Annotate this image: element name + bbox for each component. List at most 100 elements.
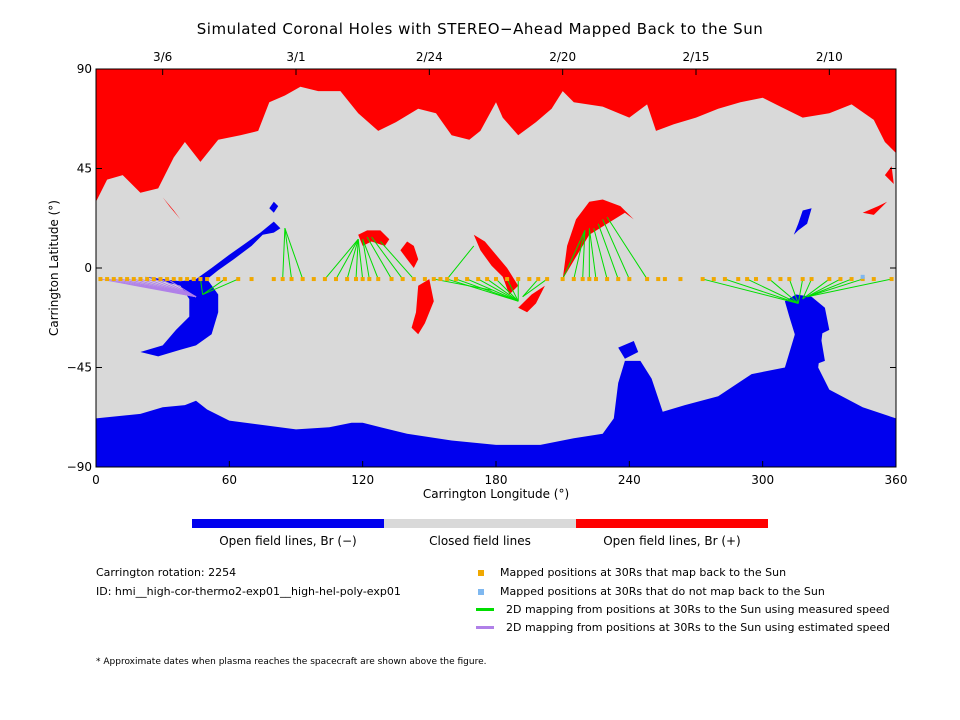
mapped-point bbox=[871, 277, 876, 282]
measured-mapping-line bbox=[597, 223, 619, 280]
x-tick-label: 300 bbox=[751, 473, 774, 487]
legend-unmapped: Mapped positions at 30Rs that do not map… bbox=[476, 585, 825, 598]
measured-mapping-line bbox=[495, 278, 519, 302]
measured-mapping-line bbox=[284, 228, 304, 280]
mapped-point bbox=[616, 277, 621, 282]
x-axis-label: Carrington Longitude (°) bbox=[423, 487, 569, 501]
mapped-point bbox=[445, 277, 450, 282]
mapped-point bbox=[560, 277, 565, 282]
mapped-point bbox=[236, 277, 241, 282]
mapped-point bbox=[787, 277, 792, 282]
measured-mapping-line bbox=[582, 230, 586, 280]
legend-mapped: Mapped positions at 30Rs that map back t… bbox=[476, 566, 786, 579]
mapped-point bbox=[745, 277, 750, 282]
measured-mapping-line bbox=[446, 245, 475, 280]
measured-mapping-line bbox=[806, 278, 863, 298]
y-tick-label: 0 bbox=[84, 261, 92, 275]
mapped-point bbox=[411, 277, 416, 282]
coronal-hole-positive bbox=[562, 199, 634, 280]
measured-mapping-line bbox=[802, 278, 830, 300]
mapped-point bbox=[800, 277, 805, 282]
purple-line-marker bbox=[476, 626, 494, 629]
colorbar-label-closed: Closed field lines bbox=[429, 534, 531, 548]
mapped-point bbox=[360, 277, 365, 282]
y-axis-label: Carrington Latitude (°) bbox=[47, 200, 61, 336]
mapped-point bbox=[438, 277, 443, 282]
mapped-point bbox=[111, 277, 116, 282]
legend-estimated: 2D mapping from positions at 30Rs to the… bbox=[476, 621, 890, 634]
mapped-point bbox=[662, 277, 667, 282]
mapped-point bbox=[271, 277, 276, 282]
measured-mapping-line bbox=[199, 278, 204, 295]
measured-mapping-line bbox=[202, 278, 239, 295]
coronal-hole-map: 0 60 120 180 240 300 360 90 45 0 −45 −90 3/6 3/1 2/24 2… bbox=[47, 50, 907, 501]
mapped-point bbox=[249, 277, 254, 282]
colorbar-label-positive: Open field lines, Br (+) bbox=[603, 534, 741, 548]
mapped-point bbox=[354, 277, 358, 282]
mapped-point bbox=[485, 277, 490, 282]
legend-unmapped-label: Mapped positions at 30Rs that do not map… bbox=[500, 585, 825, 598]
mapped-point bbox=[627, 277, 632, 282]
legend-measured: 2D mapping from positions at 30Rs to the… bbox=[476, 603, 890, 616]
measured-mapping-line bbox=[371, 236, 404, 280]
south-polar-coronal-hole bbox=[96, 312, 896, 467]
mapped-point bbox=[125, 277, 130, 282]
mapped-point bbox=[222, 277, 227, 282]
mapped-point bbox=[587, 277, 592, 282]
mapped-point bbox=[345, 277, 350, 282]
measured-mapping-line bbox=[380, 241, 415, 280]
mapped-point bbox=[594, 277, 598, 282]
mapped-point bbox=[505, 277, 510, 282]
measured-mapping-line bbox=[466, 278, 519, 302]
mapped-point bbox=[198, 277, 203, 282]
mapped-point bbox=[860, 277, 865, 282]
y-tick-label: −90 bbox=[67, 460, 92, 474]
chart-title: Simulated Coronal Holes with STEREO−Ahea… bbox=[196, 20, 764, 38]
top-date-label: 3/1 bbox=[286, 50, 305, 64]
measured-mapping-line bbox=[724, 278, 799, 304]
colorbar-negative-segment bbox=[192, 519, 384, 528]
mapped-point bbox=[216, 277, 221, 282]
mapped-point bbox=[311, 277, 316, 282]
coronal-hole-negative bbox=[618, 341, 639, 359]
top-date-label: 2/24 bbox=[416, 50, 443, 64]
top-date-label: 2/10 bbox=[816, 50, 843, 64]
mapped-point bbox=[289, 277, 294, 282]
mapped-point bbox=[376, 277, 381, 282]
measured-mapping-line bbox=[562, 230, 586, 280]
mapped-point bbox=[118, 277, 123, 282]
legend-estimated-label: 2D mapping from positions at 30Rs to the… bbox=[506, 621, 891, 634]
mapped-point bbox=[105, 277, 110, 282]
north-polar-coronal-hole bbox=[96, 69, 896, 202]
measured-mapping-line bbox=[284, 228, 293, 280]
mapped-point bbox=[889, 277, 894, 282]
mapped-point bbox=[145, 277, 150, 282]
measured-mapping-line bbox=[455, 278, 519, 302]
measured-mapping-line bbox=[797, 278, 804, 304]
mapped-point bbox=[389, 277, 394, 282]
coronal-hole-negative bbox=[793, 208, 812, 235]
mapped-point bbox=[809, 277, 814, 282]
legend-measured-label: 2D mapping from positions at 30Rs to the… bbox=[506, 603, 890, 616]
measured-mapping-line bbox=[807, 278, 892, 298]
mapped-point bbox=[171, 277, 176, 282]
mapped-point bbox=[191, 277, 196, 282]
mapped-point bbox=[205, 277, 210, 282]
carrington-rotation-text: Carrington rotation: 2254 bbox=[96, 566, 237, 579]
top-date-label: 2/20 bbox=[549, 50, 576, 64]
mapped-point bbox=[165, 277, 170, 282]
mapped-point bbox=[605, 277, 610, 282]
top-date-label: 3/6 bbox=[153, 50, 172, 64]
y-tick-label: 45 bbox=[77, 162, 92, 176]
measured-mapping-line bbox=[573, 230, 586, 280]
unmapped-point bbox=[860, 274, 865, 279]
mapped-point bbox=[280, 277, 285, 282]
measured-mapping-line bbox=[477, 278, 519, 302]
estimated-mapping-line bbox=[166, 278, 197, 298]
mapped-point bbox=[465, 277, 470, 282]
measured-mapping-line bbox=[593, 228, 608, 280]
mapped-point bbox=[849, 277, 854, 282]
run-id-text: ID: hmi__high-cor-thermo2-exp01__high-he… bbox=[96, 585, 401, 598]
mapped-point bbox=[476, 277, 481, 282]
mapped-point bbox=[700, 277, 705, 282]
